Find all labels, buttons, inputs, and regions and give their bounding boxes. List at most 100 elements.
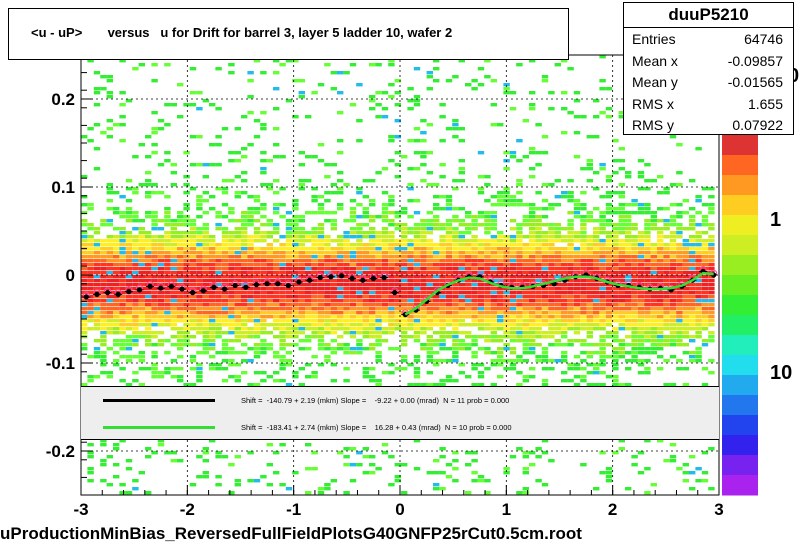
heatmap-cell: [573, 339, 581, 343]
heatmap-cell: [138, 299, 145, 303]
heatmap-cell: [522, 319, 529, 323]
heatmap-cell: [599, 267, 606, 271]
heatmap-cell: [548, 107, 555, 111]
heatmap-cell: [285, 275, 293, 279]
heatmap-cell: [375, 103, 382, 107]
heatmap-cell: [477, 239, 485, 243]
heatmap-cell: [631, 339, 638, 343]
heatmap-cell: [439, 343, 446, 347]
heatmap-cell: [413, 299, 421, 303]
profile-point-black: [349, 275, 355, 282]
heatmap-cell: [644, 319, 651, 323]
heatmap-cell: [394, 227, 401, 231]
heatmap-cell: [503, 151, 510, 155]
heatmap-cell: [548, 299, 555, 303]
heatmap-cell: [394, 475, 401, 479]
heatmap-cell: [151, 211, 158, 215]
heatmap-cell: [151, 251, 158, 255]
heatmap-cell: [266, 347, 273, 351]
heatmap-cell: [631, 271, 638, 275]
heatmap-cell: [138, 143, 145, 147]
heatmap-cell: [516, 299, 523, 303]
heatmap-cell: [413, 99, 421, 103]
heatmap-cell: [484, 295, 491, 299]
heatmap-cell: [93, 307, 101, 311]
heatmap-cell: [100, 271, 107, 275]
heatmap-cell: [362, 331, 369, 335]
heatmap-cell: [413, 371, 421, 375]
heatmap-cell: [426, 247, 433, 251]
heatmap-cell: [93, 319, 101, 323]
heatmap-cell: [119, 255, 126, 259]
heatmap-cell: [260, 71, 267, 75]
heatmap-cell: [695, 279, 702, 283]
heatmap-cell: [221, 351, 229, 355]
heatmap-cell: [580, 303, 587, 307]
heatmap-cell: [618, 219, 625, 223]
heatmap-cell: [420, 279, 427, 283]
heatmap-cell: [266, 267, 273, 271]
heatmap-cell: [349, 215, 357, 219]
heatmap-cell: [273, 355, 280, 359]
heatmap-cell: [497, 355, 504, 359]
heatmap-cell: [388, 255, 395, 259]
heatmap-cell: [337, 327, 344, 331]
heatmap-cell: [676, 331, 683, 335]
heatmap-cell: [273, 107, 280, 111]
heatmap-cell: [349, 199, 357, 203]
heatmap-cell: [394, 299, 401, 303]
heatmap-cell: [381, 263, 389, 267]
heatmap-cell: [458, 179, 465, 183]
heatmap-cell: [209, 243, 216, 247]
heatmap-cell: [650, 295, 657, 299]
heatmap-cell: [567, 323, 574, 327]
heatmap-cell: [420, 283, 427, 287]
heatmap-cell: [445, 259, 453, 263]
heatmap-cell: [215, 483, 222, 487]
heatmap-cell: [484, 175, 491, 179]
heatmap-cell: [593, 227, 600, 231]
heatmap-cell: [516, 243, 523, 247]
heatmap-cell: [663, 311, 670, 315]
heatmap-cell: [170, 279, 177, 283]
heatmap-cell: [580, 227, 587, 231]
heatmap-cell: [324, 191, 331, 195]
heatmap-cell: [522, 315, 529, 319]
heatmap-cell: [266, 271, 273, 275]
heatmap-cell: [394, 119, 401, 123]
heatmap-cell: [599, 55, 606, 59]
heatmap-cell: [138, 263, 145, 267]
heatmap-cell: [324, 315, 331, 319]
heatmap-cell: [695, 211, 702, 215]
heatmap-cell: [439, 163, 446, 167]
heatmap-cell: [503, 167, 510, 171]
heatmap-cell: [81, 319, 88, 323]
heatmap-cell: [471, 243, 478, 247]
heatmap-cell: [631, 239, 638, 243]
heatmap-cell: [695, 479, 702, 483]
heatmap-cell: [266, 463, 273, 467]
heatmap-cell: [695, 331, 702, 335]
heatmap-cell: [100, 279, 107, 283]
heatmap-cell: [228, 251, 235, 255]
heatmap-cell: [471, 323, 478, 327]
palette-label: 10: [770, 362, 792, 384]
heatmap-cell: [554, 283, 561, 287]
heatmap-cell: [349, 291, 357, 295]
heatmap-cell: [100, 307, 107, 311]
heatmap-cell: [119, 267, 126, 271]
heatmap-cell: [593, 291, 600, 295]
heatmap-cell: [471, 299, 478, 303]
heatmap-cell: [375, 303, 382, 307]
heatmap-cell: [189, 335, 197, 339]
heatmap-cell: [260, 247, 267, 251]
palette-swatch: [722, 215, 758, 236]
heatmap-cell: [509, 219, 517, 223]
heatmap-cell: [170, 359, 177, 363]
heatmap-cell: [317, 247, 325, 251]
heatmap-cell: [637, 363, 645, 367]
heatmap-cell: [618, 227, 625, 231]
heatmap-cell: [317, 287, 325, 291]
heatmap-cell: [285, 219, 293, 223]
heatmap-cell: [586, 363, 593, 367]
